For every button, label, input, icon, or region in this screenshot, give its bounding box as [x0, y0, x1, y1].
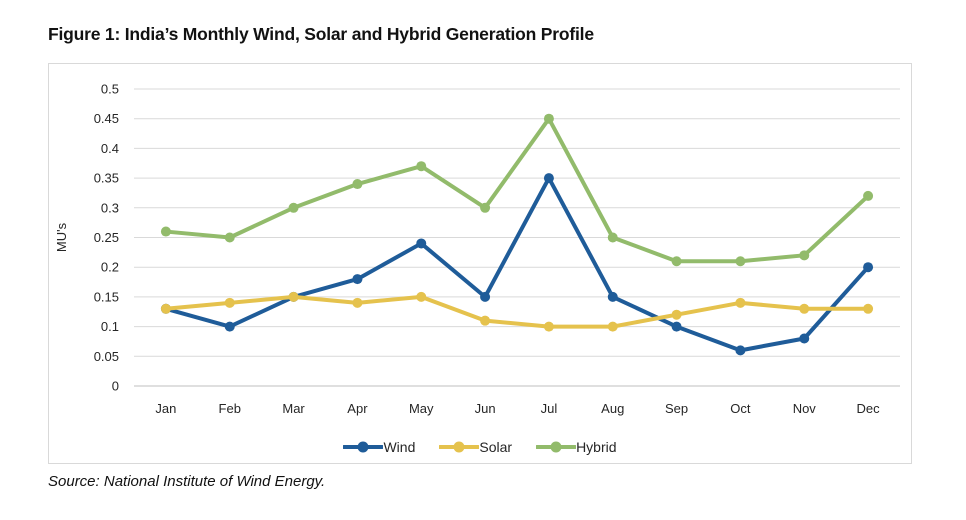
chart-legend: Wind Solar Hybrid: [49, 436, 911, 458]
x-tick-label: Aug: [601, 401, 624, 416]
y-tick-label: 0: [112, 379, 119, 394]
data-point-hybrid-aug: [607, 232, 618, 243]
data-point-wind-dec: [863, 262, 874, 273]
data-point-solar-sep: [671, 309, 682, 320]
y-tick-label: 0.25: [94, 230, 119, 245]
x-tick-label: May: [409, 401, 434, 416]
y-tick-label: 0.1: [101, 319, 119, 334]
y-tick-label: 0.45: [94, 111, 119, 126]
legend-label-hybrid: Hybrid: [576, 439, 617, 455]
x-tick-label: Mar: [282, 401, 305, 416]
x-tick-label: Jun: [475, 401, 496, 416]
y-tick-label: 0.2: [101, 260, 119, 275]
y-tick-label: 0.4: [101, 141, 119, 156]
x-tick-label: Feb: [219, 401, 241, 416]
data-point-hybrid-nov: [799, 250, 810, 261]
legend-label-solar: Solar: [479, 439, 513, 455]
y-tick-label: 0.15: [94, 289, 119, 304]
data-point-solar-jun: [480, 315, 491, 326]
x-tick-label: Nov: [793, 401, 817, 416]
y-axis-title: MU's: [54, 222, 69, 252]
data-point-solar-nov: [799, 303, 810, 314]
x-tick-label: Sep: [665, 401, 688, 416]
data-point-wind-jul: [543, 173, 554, 184]
data-point-solar-feb: [224, 297, 235, 308]
x-tick-label: Jul: [541, 401, 558, 416]
x-tick-label: Oct: [730, 401, 751, 416]
data-point-wind-oct: [735, 345, 746, 356]
data-point-hybrid-sep: [671, 256, 682, 267]
data-point-solar-jul: [543, 321, 554, 332]
data-point-wind-may: [416, 238, 427, 249]
data-point-hybrid-jan: [160, 226, 171, 237]
source-note: Source: National Institute of Wind Energ…: [48, 473, 326, 490]
line-chart: 0 0.05 0.1 0.15 0.2 0.25 0.3 0.35 0.4 0.45 0.5 Jan F…: [54, 82, 900, 416]
legend-label-wind: Wind: [383, 439, 416, 455]
x-tick-label: Dec: [857, 401, 881, 416]
series-line-wind: [163, 176, 871, 353]
data-point-hybrid-may: [416, 161, 427, 172]
data-point-solar-may: [416, 291, 427, 302]
legend-marker-wind: [343, 441, 384, 453]
y-tick-label: 0.5: [101, 82, 119, 97]
figure-title: Figure 1: India’s Monthly Wind, Solar an…: [48, 24, 594, 44]
legend-marker-hybrid: [536, 441, 577, 453]
data-point-solar-apr: [352, 297, 363, 308]
data-point-hybrid-jul: [543, 113, 554, 124]
legend-item-wind: Wind: [343, 439, 415, 455]
data-point-wind-feb: [224, 321, 235, 332]
data-point-hybrid-mar: [288, 202, 299, 213]
x-tick-label: Jan: [155, 401, 176, 416]
series-line-hybrid: [163, 116, 871, 264]
data-point-hybrid-apr: [352, 179, 363, 190]
data-point-solar-dec: [863, 303, 874, 314]
data-point-hybrid-jun: [480, 202, 491, 213]
chart-container: 0 0.05 0.1 0.15 0.2 0.25 0.3 0.35 0.4 0.45 0.5 Jan F…: [48, 63, 912, 464]
data-point-hybrid-feb: [224, 232, 235, 243]
legend-item-hybrid: Hybrid: [536, 439, 617, 455]
data-point-solar-jan: [160, 303, 171, 314]
series-line-solar: [163, 294, 871, 329]
data-point-solar-mar: [288, 291, 299, 302]
legend-item-solar: Solar: [439, 439, 512, 455]
data-point-wind-sep: [671, 321, 682, 332]
data-point-wind-jun: [480, 291, 491, 302]
data-point-wind-aug: [607, 291, 618, 302]
data-point-hybrid-oct: [735, 256, 746, 267]
y-tick-label: 0.05: [94, 349, 119, 364]
data-point-hybrid-dec: [863, 190, 874, 201]
y-tick-label: 0.3: [101, 200, 119, 215]
y-tick-label: 0.35: [94, 171, 119, 186]
data-point-solar-oct: [735, 297, 746, 308]
data-point-solar-aug: [607, 321, 618, 332]
legend-marker-solar: [439, 441, 480, 453]
x-tick-label: Apr: [347, 401, 368, 416]
data-point-wind-apr: [352, 274, 363, 285]
data-point-wind-nov: [799, 333, 810, 344]
